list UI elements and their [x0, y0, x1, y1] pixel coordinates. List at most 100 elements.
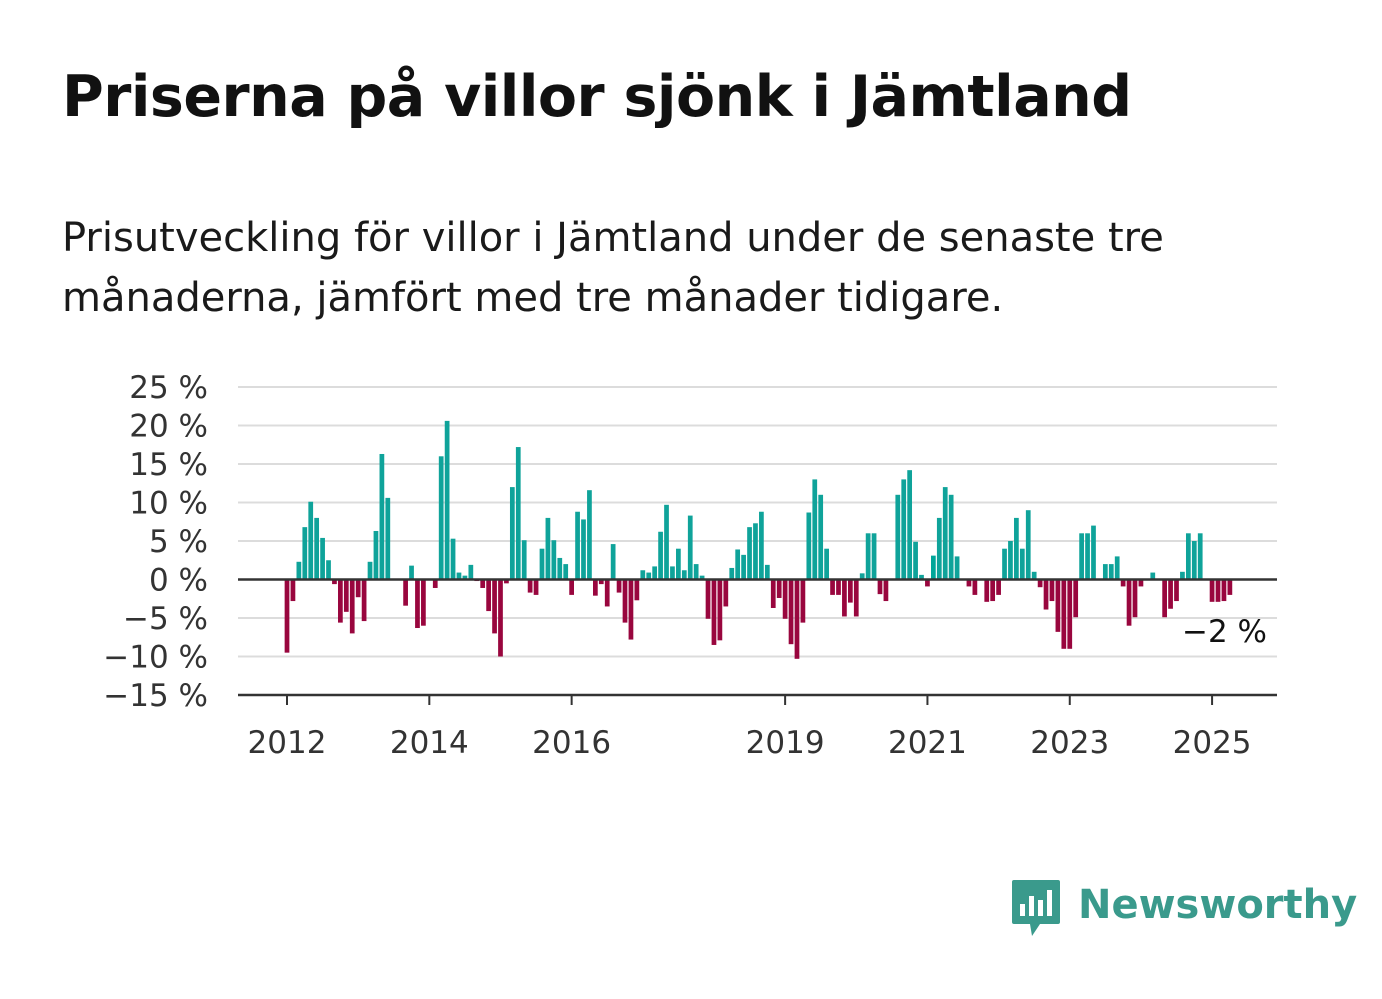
bar — [901, 479, 907, 580]
y-tick-labels: −15 %−10 %−5 %0 %5 %10 %15 %20 %25 % — [103, 370, 208, 714]
bar — [788, 579, 794, 645]
bar — [1197, 533, 1203, 580]
bar — [1043, 579, 1049, 610]
bar — [314, 517, 320, 580]
bar — [385, 497, 391, 580]
bar — [741, 554, 746, 580]
bar — [877, 579, 883, 595]
bar — [432, 579, 438, 588]
bar — [729, 567, 735, 580]
bar — [670, 566, 675, 580]
bar — [1019, 548, 1025, 580]
bar — [1037, 579, 1043, 588]
bar — [806, 512, 812, 580]
bar — [1168, 579, 1173, 609]
bar — [1008, 541, 1013, 580]
bar — [658, 531, 663, 580]
bar — [628, 579, 634, 640]
bar — [640, 570, 646, 580]
bar — [634, 579, 640, 601]
bar — [498, 579, 503, 657]
bar — [907, 470, 913, 580]
bar — [996, 579, 1001, 595]
bar — [782, 579, 788, 619]
bar — [361, 579, 367, 622]
bar — [895, 494, 901, 580]
bar — [942, 487, 948, 580]
bar — [492, 579, 497, 634]
bar — [551, 540, 557, 580]
bar — [373, 530, 379, 580]
bar — [1091, 525, 1096, 580]
bar — [1120, 579, 1126, 587]
bar — [776, 579, 782, 598]
bar — [486, 579, 491, 612]
bar — [693, 564, 699, 580]
bar — [1132, 579, 1138, 618]
x-tick-label: 2025 — [1173, 725, 1252, 761]
bar — [800, 579, 806, 623]
bar — [616, 579, 622, 593]
bar — [575, 511, 580, 580]
x-tick-label: 2016 — [532, 725, 611, 761]
bar — [646, 572, 652, 580]
axes — [238, 578, 1277, 697]
bar — [349, 579, 355, 634]
bar — [1079, 533, 1084, 580]
bar — [509, 487, 515, 580]
bar — [587, 490, 592, 580]
bar — [438, 456, 444, 580]
bar — [290, 579, 296, 602]
bar — [687, 515, 693, 580]
brand-name: Newsworthy — [1078, 882, 1358, 928]
x-tick-labels: 2012 2014 2016 2019 2021 2023 2025 — [248, 695, 1252, 761]
bar — [450, 538, 456, 580]
bar — [515, 447, 521, 580]
bar — [735, 549, 741, 580]
bar — [652, 566, 658, 580]
bar — [1215, 579, 1221, 602]
bar — [545, 517, 551, 580]
bar — [480, 579, 486, 588]
bar — [865, 533, 871, 580]
y-tick-label: −5 % — [123, 601, 208, 637]
y-tick-label: −10 % — [103, 640, 208, 676]
chart-subtitle: Prisutveckling för villor i Jämtland und… — [62, 215, 1164, 321]
bar — [355, 579, 361, 598]
bar — [824, 548, 829, 580]
bar — [284, 579, 290, 653]
bar — [421, 579, 426, 626]
bar — [539, 548, 545, 580]
bar-chart: −15 %−10 %−5 %0 %5 %10 %15 %20 %25 % 201… — [103, 370, 1277, 761]
bar — [1073, 579, 1079, 618]
y-tick-label: −15 % — [103, 678, 208, 714]
bar — [664, 504, 669, 580]
bar — [990, 579, 996, 602]
bar — [1031, 571, 1037, 580]
bar — [468, 564, 474, 580]
bar — [699, 575, 705, 580]
bar — [972, 579, 978, 595]
bar — [948, 494, 954, 580]
bar — [604, 579, 610, 607]
bar — [1191, 541, 1197, 580]
bar — [593, 579, 598, 596]
x-tick-label: 2012 — [248, 725, 327, 761]
bar — [1025, 510, 1031, 580]
bar — [1114, 556, 1120, 580]
bar — [859, 573, 865, 580]
bar — [1227, 579, 1233, 595]
bar — [1162, 579, 1167, 618]
bar — [569, 579, 574, 595]
bar — [676, 548, 681, 580]
bar — [527, 579, 533, 593]
bar — [456, 572, 462, 580]
bar — [853, 579, 859, 617]
bar — [1138, 579, 1144, 587]
bar — [812, 479, 818, 580]
bar — [711, 579, 717, 645]
bar — [444, 420, 450, 580]
y-tick-label: 25 % — [129, 370, 208, 406]
bar — [842, 579, 847, 617]
y-tick-label: 0 % — [149, 563, 208, 599]
